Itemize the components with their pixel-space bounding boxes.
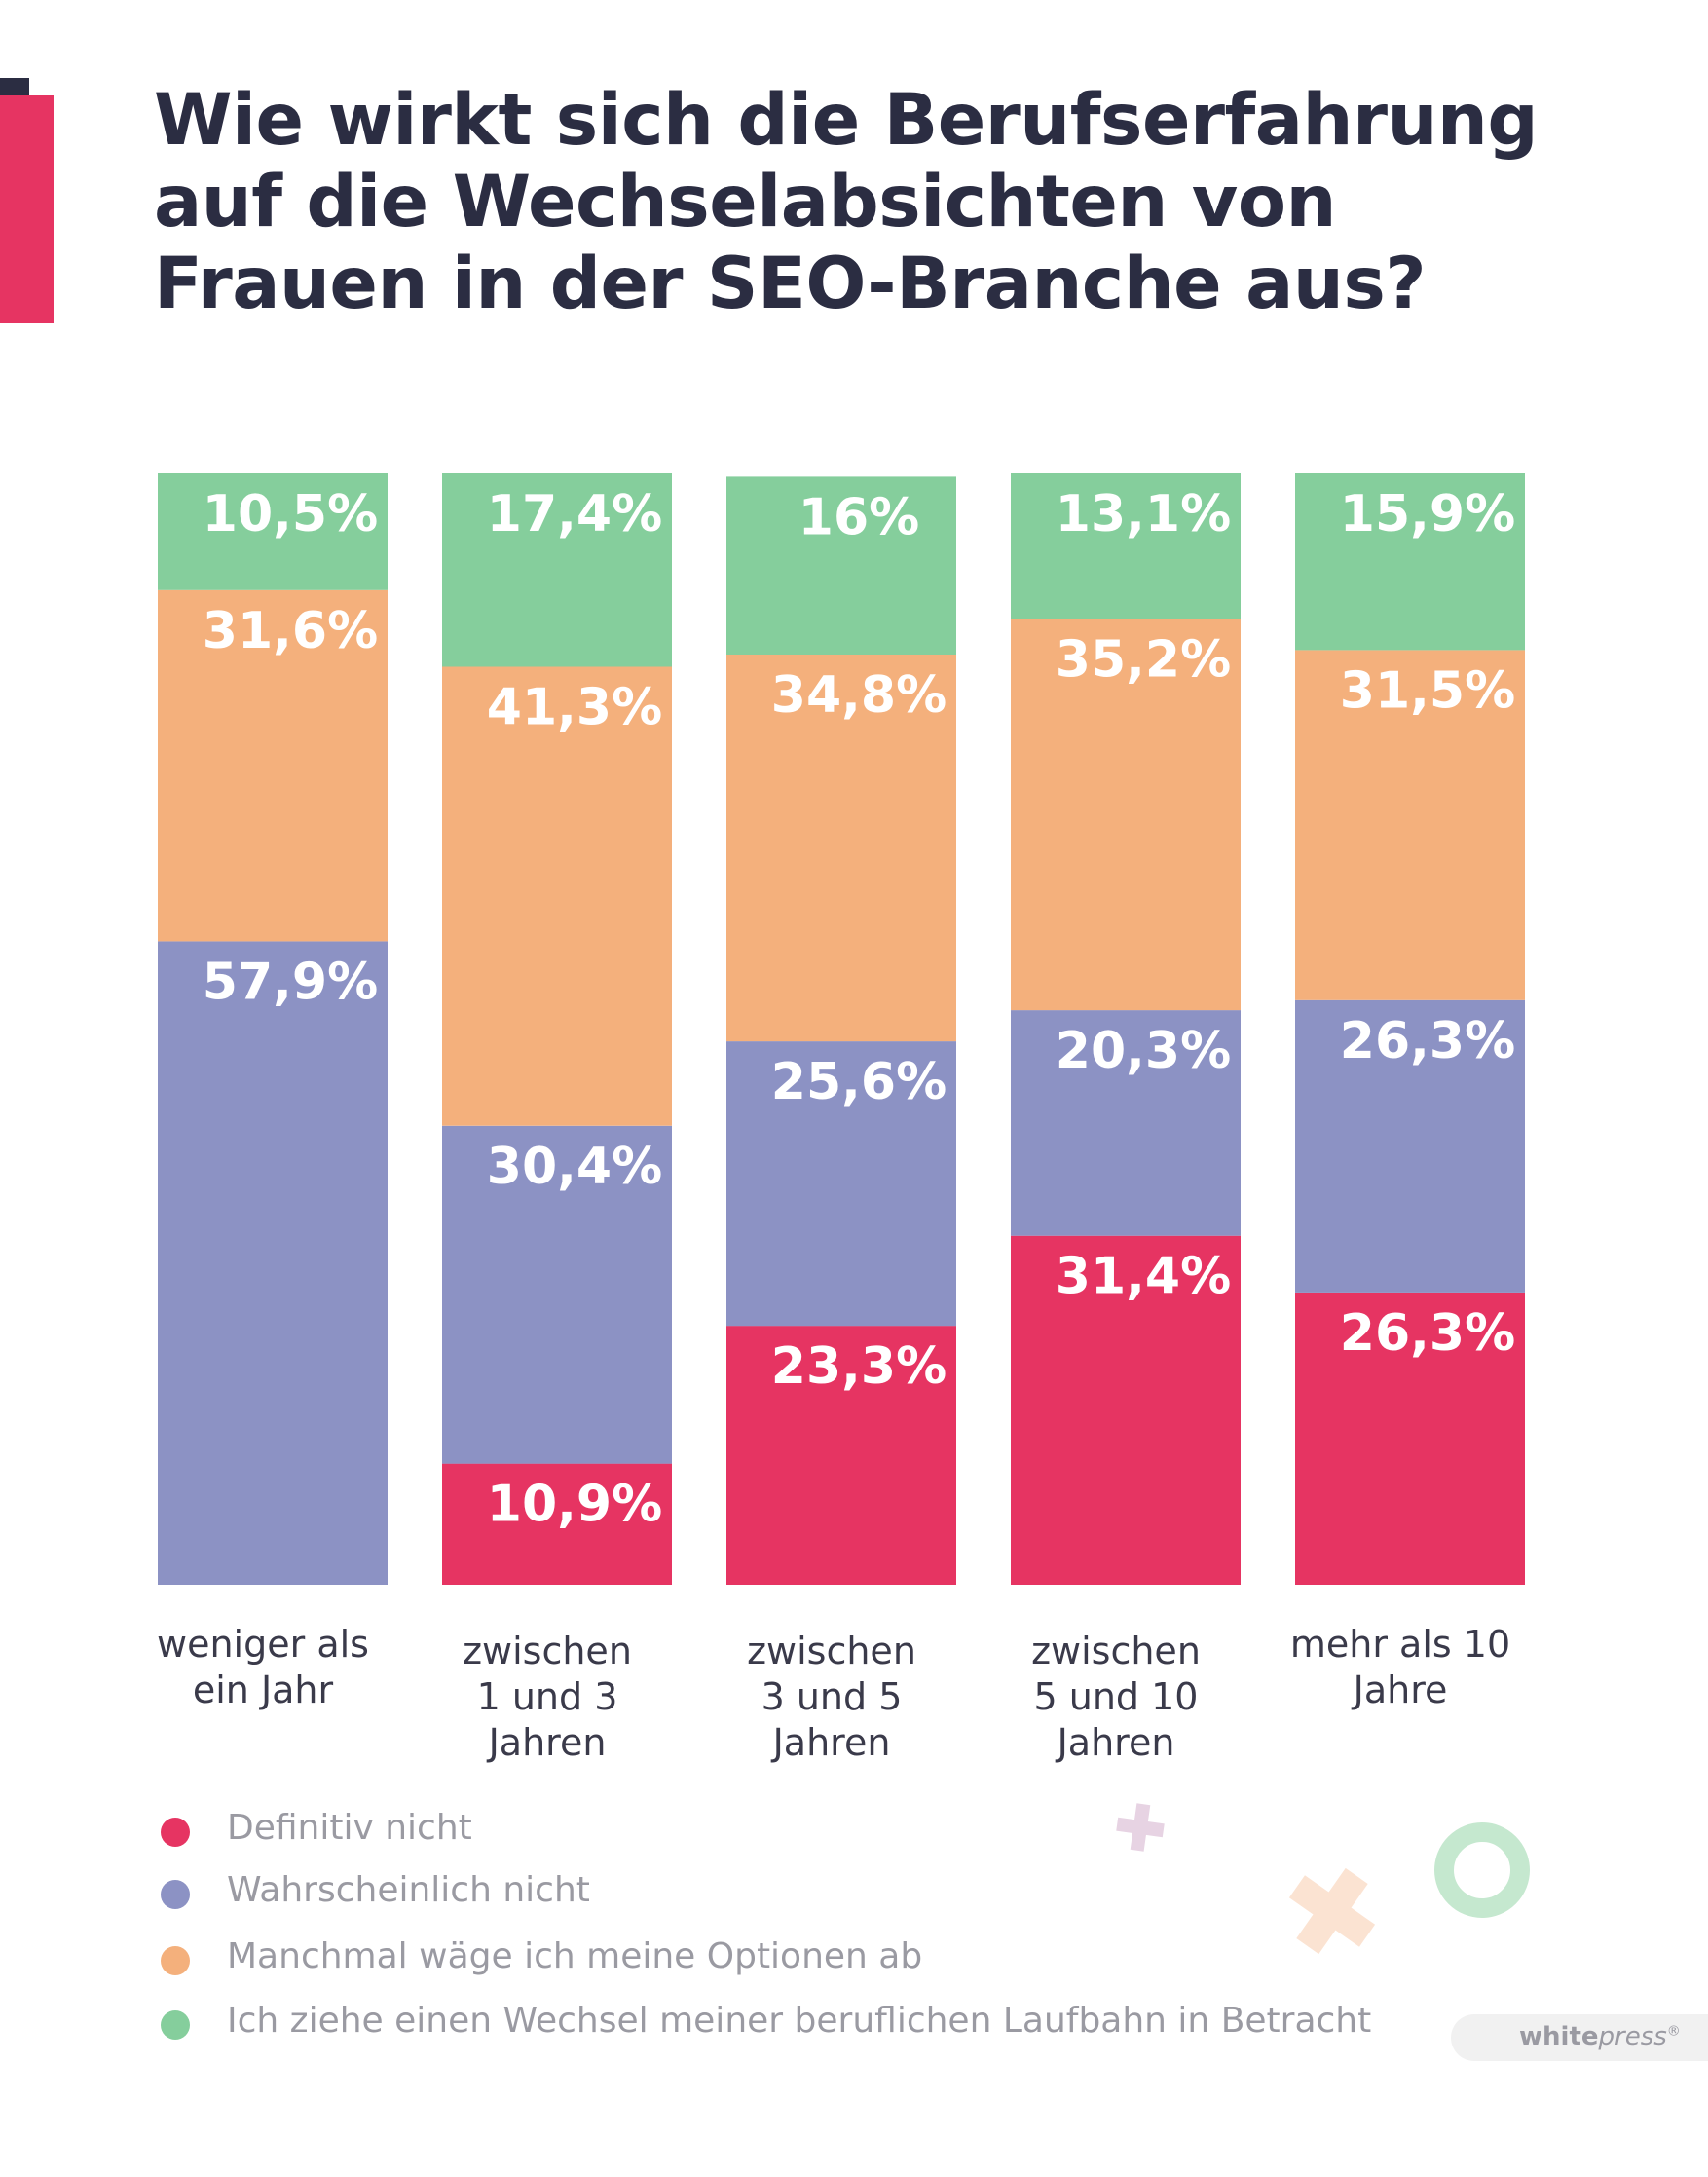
data-label: 26,3% [1340, 1304, 1515, 1363]
category-label-line: ein Jahr [193, 1669, 334, 1711]
legend-label: Definitiv nicht [227, 1808, 472, 1848]
bar-segment [442, 1463, 672, 1585]
logo-mark: ® [1666, 2023, 1681, 2040]
plus-deco-purple-icon [1116, 1803, 1165, 1852]
category-label-line: Jahren [1056, 1721, 1175, 1764]
bar-segment [1295, 650, 1525, 1000]
accent-bar-pink [0, 95, 54, 323]
category-label-line: 1 und 3 [477, 1675, 618, 1718]
category-label-line: zwischen [1031, 1630, 1201, 1672]
legend-label: Manchmal wäge ich meine Optionen ab [227, 1936, 923, 1976]
chart-title: Wie wirkt sich die Berufserfahrung auf d… [154, 80, 1595, 325]
data-label: 23,3% [771, 1337, 947, 1396]
bar-segment [1011, 1010, 1241, 1236]
legend-dot [161, 1946, 190, 1975]
category-label: zwischen 5 und 10 Jahren [1031, 1630, 1201, 1764]
bar-segment [158, 941, 388, 1585]
category-label-line: mehr als 10 [1290, 1623, 1510, 1666]
category-label: zwischen 1 und 3 Jahren [463, 1630, 632, 1764]
bar-segment [726, 655, 956, 1042]
bar-segment [158, 473, 388, 590]
bar-segment [442, 666, 672, 1126]
data-label: 17,4% [487, 485, 662, 544]
accent-bar-dark [0, 78, 29, 95]
bar-group: 10,9% 30,4% 41,3% 17,4% [442, 473, 672, 1585]
data-label: 41,3% [487, 679, 662, 737]
data-label: 20,3% [1056, 1022, 1231, 1080]
title-line-1: Wie wirkt sich die Berufserfahrung [154, 79, 1539, 162]
logo-rest: press [1598, 2022, 1667, 2051]
bar-group: 31,4% 20,3% 35,2% 13,1% [1011, 473, 1241, 1585]
logo-bold: white [1519, 2022, 1599, 2051]
data-label: 10,5% [203, 485, 378, 544]
category-label: weniger als ein Jahr [157, 1623, 369, 1711]
data-label: 31,6% [203, 602, 378, 660]
legend-dot [161, 1818, 190, 1847]
data-label: 57,9% [203, 953, 378, 1011]
data-label: 31,5% [1340, 661, 1515, 720]
bar-group: 57,9% 31,6% 10,5% [158, 473, 388, 1585]
legend-dot [161, 2010, 190, 2040]
title-line-2: auf die Wechselabsichten von [154, 161, 1337, 244]
bar-segment [442, 1125, 672, 1464]
logo-text: whitepress® [1519, 2022, 1681, 2051]
data-label: 16% [798, 488, 919, 546]
bar-segment [726, 476, 956, 655]
data-label: 31,4% [1056, 1248, 1231, 1306]
category-label-line: zwischen [747, 1630, 916, 1672]
bar-segment [1295, 999, 1525, 1293]
stacked-bar-chart: 57,9% 31,6% 10,5% weniger als ein Jahr 10,9% 3… [157, 473, 1525, 1764]
bar-group: 26,3% 26,3% 31,5% 15,9% [1295, 473, 1525, 1585]
data-label: 34,8% [771, 666, 947, 725]
bar-segment [1011, 619, 1241, 1011]
legend-dot [161, 1880, 190, 1909]
bar-segment [1295, 473, 1525, 651]
data-label: 13,1% [1056, 485, 1231, 544]
data-label: 30,4% [487, 1138, 662, 1196]
data-label: 35,2% [1056, 631, 1231, 690]
category-label-line: Jahre [1352, 1669, 1448, 1711]
bar-segment [158, 589, 388, 942]
title-line-3: Frauen in der SEO-Branche aus? [154, 243, 1427, 325]
category-label-line: 3 und 5 [761, 1675, 903, 1718]
data-label: 26,3% [1340, 1012, 1515, 1070]
data-label: 25,6% [771, 1053, 947, 1111]
category-label-line: 5 und 10 [1034, 1675, 1199, 1718]
category-label-line: Jahren [487, 1721, 607, 1764]
bar-segment [1295, 1292, 1525, 1585]
data-label: 15,9% [1340, 485, 1515, 544]
ring-deco-green-icon [1434, 1822, 1530, 1918]
category-label-line: weniger als [157, 1623, 369, 1666]
bar-segment [1011, 473, 1241, 619]
plus-deco-orange-icon [1288, 1867, 1376, 1955]
category-label-line: zwischen [463, 1630, 632, 1672]
legend-label: Wahrscheinlich nicht [227, 1870, 590, 1910]
bar-segment [726, 1326, 956, 1585]
whitepress-logo: whitepress® [1451, 2014, 1708, 2061]
legend-label: Ich ziehe einen Wechsel meiner beruflich… [227, 2001, 1372, 2041]
bar-segment [442, 473, 672, 667]
category-label: mehr als 10 Jahre [1290, 1623, 1510, 1711]
category-label: zwischen 3 und 5 Jahren [747, 1630, 916, 1764]
bar-segment [726, 1041, 956, 1327]
category-label-line: Jahren [771, 1721, 891, 1764]
bar-segment [1011, 1235, 1241, 1585]
data-label: 10,9% [487, 1476, 662, 1534]
bar-group: 23,3% 25,6% 34,8% 16% [726, 476, 956, 1585]
